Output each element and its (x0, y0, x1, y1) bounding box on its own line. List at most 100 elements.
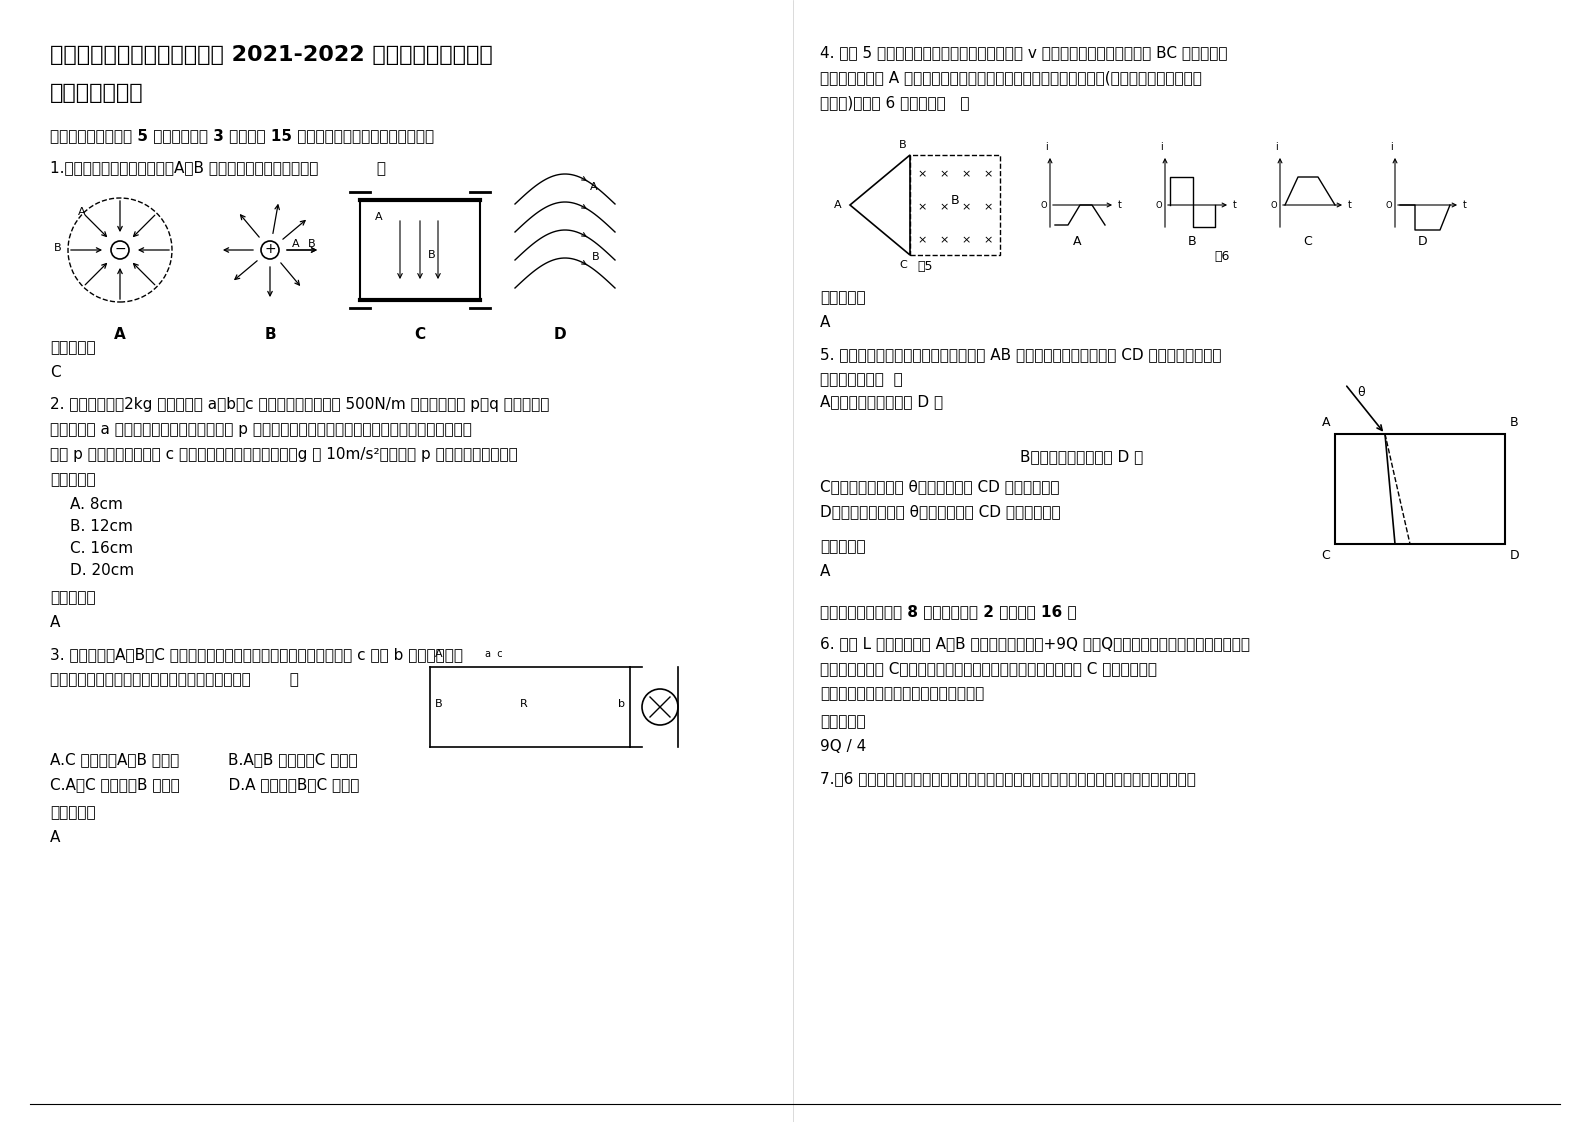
Text: 参考答案：: 参考答案： (51, 340, 95, 355)
Bar (909, 155, 1000, 255)
Text: A: A (435, 649, 443, 659)
Text: D: D (1417, 234, 1427, 248)
Text: 1.（单选）在下图各电场中，A、B 两点电场强度相同的是：（            ）: 1.（单选）在下图各电场中，A、B 两点电场强度相同的是：（ ） (51, 160, 386, 175)
Text: 参考答案：: 参考答案： (51, 804, 95, 820)
Text: ×: × (962, 234, 971, 245)
Text: t: t (1117, 200, 1122, 210)
Bar (1335, 434, 1504, 544)
Text: A: A (1073, 234, 1082, 248)
Text: R: R (521, 699, 528, 709)
Text: 期末试题含解析: 期末试题含解析 (51, 83, 144, 103)
Text: 7.（6 分）节假日释放氢气球，在氢气球上升过程中，气球会膨胀，达到极限体积时甚至会: 7.（6 分）节假日释放氢气球，在氢气球上升过程中，气球会膨胀，达到极限体积时甚… (820, 771, 1197, 787)
Text: b: b (617, 699, 625, 709)
Text: 如图，其中 a 放在光滑水平桌面上。开始时 p 弹簧处于原长，木块都处于静止。现用水平力缓慢地向: 如图，其中 a 放在光滑水平桌面上。开始时 p 弹簧处于原长，木块都处于静止。现… (51, 422, 471, 436)
Text: t: t (1233, 200, 1236, 210)
Text: O: O (1041, 201, 1047, 210)
Text: B: B (951, 193, 959, 206)
Text: ×: × (984, 169, 993, 180)
Text: 正方向)是如图 6 所示中的（   ）: 正方向)是如图 6 所示中的（ ） (820, 95, 970, 110)
Text: 一、选择题：本题共 5 小题，每小题 3 分，共计 15 分。每小题只有一个选项符合题意: 一、选择题：本题共 5 小题，每小题 3 分，共计 15 分。每小题只有一个选项… (51, 128, 435, 142)
Text: A、红光比紫光更靠近 D 端: A、红光比紫光更靠近 D 端 (820, 394, 943, 410)
Text: B: B (308, 239, 316, 249)
Text: ＿＿＿＿＿＿＿＿，电性为＿＿＿＿＿＿: ＿＿＿＿＿＿＿＿，电性为＿＿＿＿＿＿ (820, 686, 984, 701)
Text: 5. 一束白光斜射到两面平行的玻璃砖的 AB 面上，如图所示。关于从 CD 面射出的光的说法: 5. 一束白光斜射到两面平行的玻璃砖的 AB 面上，如图所示。关于从 CD 面射… (820, 347, 1222, 362)
Text: A: A (820, 564, 830, 579)
Text: ×: × (984, 234, 993, 245)
Text: ×: × (917, 169, 927, 180)
Text: i: i (1046, 142, 1047, 151)
Text: 6. 相距 L 的两个点电荷 A、B 分别带的电荷量为+9Q 和－Q，放在光滑绝缘的水平面上，现引: 6. 相距 L 的两个点电荷 A、B 分别带的电荷量为+9Q 和－Q，放在光滑绝… (820, 636, 1251, 651)
Text: O: O (1385, 201, 1392, 210)
Text: ×: × (962, 202, 971, 212)
Text: C: C (414, 327, 425, 342)
Text: 4. 如图 5 所示，一闭合直角三角形线框以速度 v 匀速穿过匀强磁场区域，从 BC 边进入磁场: 4. 如图 5 所示，一闭合直角三角形线框以速度 v 匀速穿过匀强磁场区域，从 … (820, 45, 1227, 59)
Text: ×: × (940, 169, 949, 180)
Text: B、紫光比红光更靠近 D 端: B、紫光比红光更靠近 D 端 (1020, 449, 1143, 465)
Text: θ: θ (1357, 386, 1365, 399)
Text: A: A (114, 327, 125, 342)
Text: B: B (435, 699, 443, 709)
Text: 图6: 图6 (1214, 250, 1230, 263)
Text: A. 8cm: A. 8cm (70, 497, 122, 512)
Text: B. 12cm: B. 12cm (70, 519, 133, 534)
Text: A: A (292, 239, 300, 249)
Text: ×: × (940, 234, 949, 245)
Text: A: A (835, 200, 843, 210)
Text: A: A (78, 206, 86, 217)
Text: D: D (554, 327, 567, 342)
Text: −: − (114, 242, 125, 256)
Text: A: A (820, 315, 830, 330)
Text: B: B (428, 250, 435, 260)
Text: B: B (1509, 416, 1519, 429)
Text: 参考答案：: 参考答案： (51, 590, 95, 605)
Text: A: A (590, 182, 598, 192)
Text: +: + (263, 242, 276, 256)
Text: t: t (1463, 200, 1466, 210)
Text: ×: × (940, 202, 949, 212)
Text: 图5: 图5 (917, 260, 933, 273)
Text: 参考答案：: 参考答案： (820, 539, 865, 554)
Text: 参考答案：: 参考答案： (820, 289, 865, 305)
Text: 左拉 p 弹簧的左端，直到 c 木块刚好离开水平地面为止，g 取 10m/s²。该过程 p 弹簧的左端向左移动: 左拉 p 弹簧的左端，直到 c 木块刚好离开水平地面为止，g 取 10m/s²。… (51, 447, 517, 462)
Text: A.C 灯变亮，A、B 灯变暗          B.A、B 灯变亮，C 灯变暗: A.C 灯变亮，A、B 灯变暗 B.A、B 灯变亮，C 灯变暗 (51, 752, 357, 767)
Text: 入第三个点电荷 C，使三者在库仑力作用下都处于静止状态，问 C 所带的电荷量: 入第三个点电荷 C，使三者在库仑力作用下都处于静止状态，问 C 所带的电荷量 (820, 661, 1157, 675)
Text: 的距离是：: 的距离是： (51, 472, 95, 487)
Text: A: A (51, 830, 60, 845)
Text: B: B (592, 252, 600, 263)
Text: a  c: a c (486, 649, 503, 659)
Text: C: C (1303, 234, 1312, 248)
Text: D. 20cm: D. 20cm (70, 563, 135, 578)
Text: 中，正确的是（  ）: 中，正确的是（ ） (820, 373, 903, 387)
Text: C、逐渐增大入射角 θ，红光最先在 CD 面发生全反射: C、逐渐增大入射角 θ，红光最先在 CD 面发生全反射 (820, 479, 1060, 494)
Text: A: A (375, 212, 382, 222)
Circle shape (111, 241, 129, 259)
Text: D: D (1509, 549, 1520, 562)
Text: A: A (1322, 416, 1330, 429)
Text: B: B (263, 327, 276, 342)
Text: 中（各灯都不被烧坏），各灯亮度的变化情况为（        ）: 中（各灯都不被烧坏），各灯亮度的变化情况为（ ） (51, 672, 298, 687)
Text: 3. 如图所示，A、B、C 是相同的三盏灯，在滑动变阻器的滑动触头由 c 端向 b 端滑动的过程: 3. 如图所示，A、B、C 是相同的三盏灯，在滑动变阻器的滑动触头由 c 端向 … (51, 647, 463, 662)
Text: i: i (1276, 142, 1278, 151)
Text: i: i (1390, 142, 1393, 151)
Text: ×: × (917, 202, 927, 212)
Text: i: i (1160, 142, 1163, 151)
Text: ×: × (917, 234, 927, 245)
Circle shape (260, 241, 279, 259)
Text: ×: × (962, 169, 971, 180)
Text: 参考答案：: 参考答案： (820, 714, 865, 729)
Text: O: O (1155, 201, 1162, 210)
Text: O: O (1270, 201, 1278, 210)
Text: C: C (900, 260, 908, 270)
Text: C. 16cm: C. 16cm (70, 541, 133, 557)
Text: 二、填空题：本题共 8 小题，每小题 2 分，共计 16 分: 二、填空题：本题共 8 小题，每小题 2 分，共计 16 分 (820, 604, 1076, 619)
Text: 9Q / 4: 9Q / 4 (820, 739, 867, 754)
Text: 2. 三个质量均为2kg 的相同木块 a、b、c 和两个劲度系数均为 500N/m 的相同轻弹簧 p、q 用轻绳连接: 2. 三个质量均为2kg 的相同木块 a、b、c 和两个劲度系数均为 500N/… (51, 397, 549, 412)
Text: C: C (51, 365, 60, 380)
Text: D、逐渐增大入射角 θ，紫光最先在 CD 面发生全反射: D、逐渐增大入射角 θ，紫光最先在 CD 面发生全反射 (820, 504, 1060, 519)
Text: C.A、C 灯变亮，B 灯变暗          D.A 灯变亮，B、C 灯变暗: C.A、C 灯变亮，B 灯变暗 D.A 灯变亮，B、C 灯变暗 (51, 778, 359, 792)
Text: 区开始计时，到 A 点离开磁场区止的过程中，线框内感应电流的情况(以逆时针方向为电流的: 区开始计时，到 A 点离开磁场区止的过程中，线框内感应电流的情况(以逆时针方向为… (820, 70, 1201, 85)
Text: 河南省新乡市封丘县第一中学 2021-2022 学年高二物理上学期: 河南省新乡市封丘县第一中学 2021-2022 学年高二物理上学期 (51, 45, 492, 65)
Text: C: C (1322, 549, 1330, 562)
Text: B: B (1189, 234, 1197, 248)
Text: A: A (51, 615, 60, 629)
